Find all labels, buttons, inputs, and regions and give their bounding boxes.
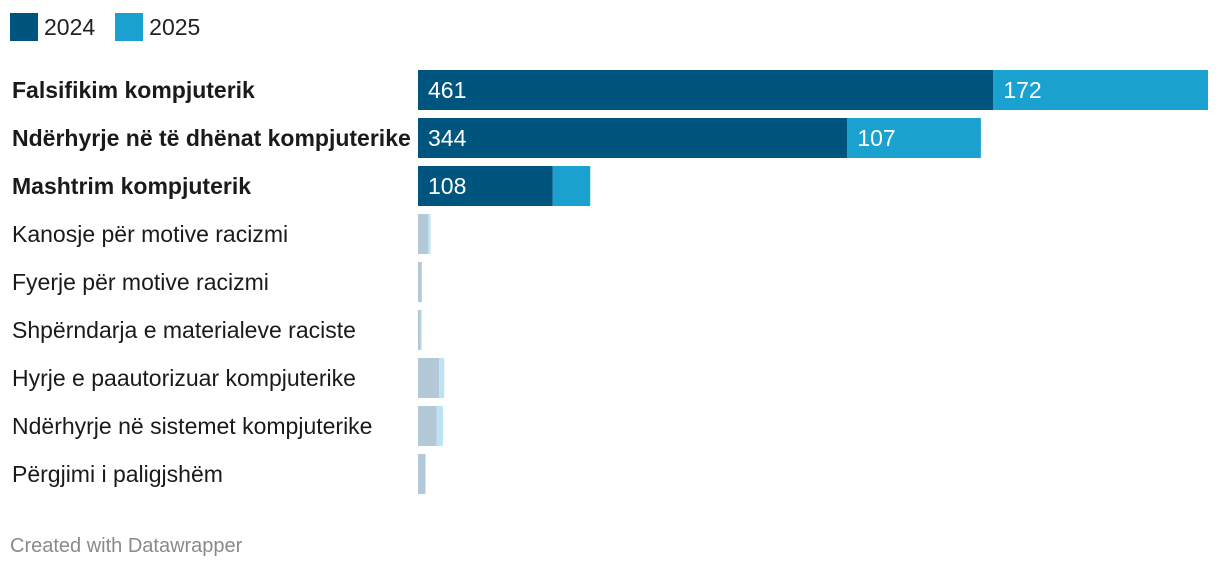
value-label-2024-mashtrim-kompjuterik: 108 [428, 173, 466, 199]
bar-2025-shperndarja-e-materialeve-raciste [420, 310, 422, 350]
stacked-bar-chart: Falsifikim kompjuterik 461 172 Ndërhyrje në… [12, 70, 1208, 494]
bar-2025-mashtrim-kompjuterik [552, 166, 591, 206]
bar-2024-fyerje-per-motive-racizmi [418, 262, 422, 302]
bar-2024-pergjimi-i-paligjshem [418, 454, 426, 494]
value-label-2024-nderhyrje-ne-te-dhenat-kompjuterike: 344 [428, 125, 467, 151]
bar-2024-nderhyrje-ne-te-dhenat-kompjuterike [418, 118, 848, 158]
value-label-2025-falsifikim-kompjuterik: 172 [1003, 77, 1041, 103]
legend-item-2024: 2024 [10, 13, 95, 41]
bar-2025-kanosje-per-motive-racizmi [427, 214, 431, 254]
bar-2024-shperndarja-e-materialeve-raciste [418, 310, 421, 350]
value-label-2025-nderhyrje-ne-te-dhenat-kompjuterike: 107 [857, 125, 895, 151]
category-label-nderhyrje-ne-sistemet-kompjuterike: Ndërhyrje në sistemet kompjuterike [12, 413, 372, 439]
value-label-2024-falsifikim-kompjuterik: 461 [428, 77, 466, 103]
category-label-pergjimi-i-paligjshem: Përgjimi i paligjshëm [12, 461, 223, 487]
bar-2025-falsifikim-kompjuterik [993, 70, 1208, 110]
chart-legend: 2024 2025 [10, 13, 220, 41]
category-label-mashtrim-kompjuterik: Mashtrim kompjuterik [12, 173, 251, 199]
bar-2025-nderhyrje-ne-sistemet-kompjuterike [436, 406, 443, 446]
legend-label-2024: 2024 [44, 13, 96, 40]
category-label-fyerje-per-motive-racizmi: Fyerje për motive racizmi [12, 269, 269, 295]
bar-2025-nderhyrje-ne-te-dhenat-kompjuterike [847, 118, 981, 158]
legend-item-2025: 2025 [115, 13, 200, 41]
category-label-shperndarja-e-materialeve-raciste: Shpërndarja e materialeve raciste [12, 317, 356, 343]
bar-2024-nderhyrje-ne-sistemet-kompjuterike [418, 406, 437, 446]
category-label-nderhyrje-ne-te-dhenat-kompjuterike: Ndërhyrje në të dhënat kompjuterike [12, 125, 411, 151]
bar-2024-kanosje-per-motive-racizmi [418, 214, 428, 254]
legend-label-2025: 2025 [149, 13, 201, 40]
footer-credit: Created with Datawrapper [10, 535, 243, 557]
bar-2024-hyrje-e-paautorizuar-kompjuterike [418, 358, 440, 398]
legend-swatch-2025 [115, 13, 144, 41]
bar-2025-hyrje-e-paautorizuar-kompjuterike [439, 358, 445, 398]
bar-2024-falsifikim-kompjuterik [418, 70, 994, 110]
bar-2024-mashtrim-kompjuterik [418, 166, 553, 206]
category-label-hyrje-e-paautorizuar-kompjuterike: Hyrje e paautorizuar kompjuterike [12, 365, 356, 391]
category-label-falsifikim-kompjuterik: Falsifikim kompjuterik [12, 77, 255, 103]
category-label-kanosje-per-motive-racizmi: Kanosje për motive racizmi [12, 221, 288, 247]
legend-swatch-2024 [10, 13, 38, 41]
